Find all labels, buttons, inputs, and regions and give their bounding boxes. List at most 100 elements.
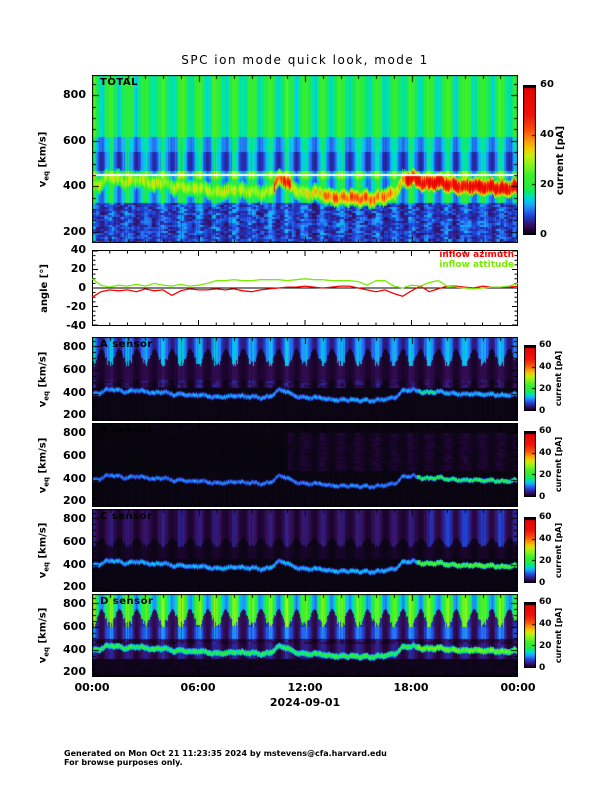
- b-colorbar-label: current [pA]: [554, 436, 564, 492]
- colorbar-tick-label: 20: [539, 556, 552, 566]
- x-tick-label: 18:00: [393, 681, 429, 694]
- y-tick-label: 20: [70, 262, 86, 275]
- y-tick-label: 400: [63, 179, 86, 192]
- colorbar-tick-label: 0: [539, 578, 546, 588]
- b-colorbar: [524, 431, 536, 497]
- angle-plot: [91, 250, 519, 326]
- colorbar-tick-label: 40: [539, 534, 552, 544]
- colorbar-tick-label: 20: [539, 470, 552, 480]
- y-tick-label: 400: [63, 558, 86, 571]
- d-colorbar: [524, 602, 536, 668]
- angle-frame: [92, 250, 518, 326]
- c-y-axis-label: veq [km/s]: [37, 522, 51, 579]
- colorbar-tick-label: 20: [539, 384, 552, 394]
- footer-line-2: For browse purposes only.: [64, 758, 183, 767]
- y-tick-label: -20: [66, 300, 86, 313]
- a-y-axis-label: veq [km/s]: [37, 351, 51, 407]
- footer: Generated on Mon Oct 21 11:23:35 2024 by…: [64, 749, 387, 767]
- x-tick-label: 00:00: [74, 681, 110, 694]
- y-tick-label: 600: [63, 134, 86, 147]
- colorbar-tick-label: 0: [540, 229, 547, 240]
- footer-line-1: Generated on Mon Oct 21 11:23:35 2024 by…: [64, 749, 387, 758]
- legend-inflow-azimuth: inflow azimuth: [439, 250, 514, 260]
- a-sensor-spectrogram: [92, 337, 518, 421]
- y-tick-label: 400: [63, 472, 86, 485]
- a-colorbar-label: current [pA]: [554, 350, 564, 406]
- b-sensor-label: B sensor: [100, 425, 153, 436]
- y-tick-label: 800: [63, 512, 86, 525]
- c-sensor-label: C sensor: [100, 511, 153, 522]
- total-colorbar-label: current [pA]: [555, 125, 567, 195]
- colorbar-tick-label: 0: [539, 663, 546, 673]
- y-tick-label: 800: [63, 88, 86, 101]
- colorbar-tick-label: 60: [539, 426, 552, 436]
- y-tick-label: -40: [66, 319, 86, 332]
- x-tick-label: 12:00: [287, 681, 323, 694]
- colorbar-tick-label: 60: [539, 340, 552, 350]
- colorbar-tick-label: 0: [539, 492, 546, 502]
- x-tick-label: 00:00: [500, 681, 536, 694]
- b-y-axis-label: veq [km/s]: [37, 437, 51, 493]
- y-tick-label: 0: [78, 281, 86, 294]
- colorbar-tick-label: 60: [539, 512, 552, 522]
- y-tick-label: 200: [63, 580, 86, 593]
- b-sensor-spectrogram: [92, 423, 518, 507]
- total-panel: TOTAL: [92, 75, 518, 243]
- total-y-axis-label: veq [km/s]: [36, 75, 52, 243]
- a-colorbar: [524, 345, 536, 411]
- v-label: v: [37, 180, 49, 187]
- colorbar-tick-label: 40: [540, 129, 554, 140]
- a-sensor-label: A sensor: [100, 339, 153, 350]
- y-tick-label: 600: [63, 449, 86, 462]
- colorbar-tick-label: 20: [539, 641, 552, 651]
- d-colorbar-label: current [pA]: [554, 607, 564, 663]
- y-tick-label: 400: [63, 386, 86, 399]
- b-sensor-panel: B sensor: [92, 423, 518, 507]
- d-y-axis-label: veq [km/s]: [37, 607, 51, 664]
- y-tick-label: 600: [63, 535, 86, 548]
- c-sensor-panel: C sensor: [92, 509, 518, 592]
- y-tick-label: 200: [63, 494, 86, 507]
- d-sensor-label: D sensor: [100, 596, 154, 607]
- v-label-units: [km/s]: [37, 131, 49, 171]
- y-tick-label: 200: [63, 665, 86, 678]
- a-colorbar-ticks: 0 20 40 60: [539, 340, 565, 416]
- date-label: 2024-09-01: [269, 696, 341, 709]
- colorbar-tick-label: 40: [539, 448, 552, 458]
- inflow-attitude-line: [91, 278, 519, 290]
- y-tick-label: 40: [70, 243, 86, 256]
- c-colorbar-label: current [pA]: [554, 522, 564, 578]
- colorbar-tick-label: 60: [540, 79, 554, 90]
- colorbar-tick-label: 0: [539, 406, 546, 416]
- colorbar-tick-label: 40: [539, 362, 552, 372]
- colorbar-tick-label: 60: [539, 597, 552, 607]
- total-spectrogram: [92, 75, 518, 243]
- y-tick-label: 400: [63, 643, 86, 656]
- page-title: SPC ion mode quick look, mode 1: [181, 53, 429, 67]
- c-colorbar: [524, 517, 536, 583]
- y-tick-label: 600: [63, 620, 86, 633]
- b-colorbar-ticks: 0 20 40 60: [539, 426, 565, 502]
- total-panel-label: TOTAL: [100, 77, 138, 88]
- y-tick-label: 800: [63, 340, 86, 353]
- c-colorbar-ticks: 0 20 40 60: [539, 512, 565, 588]
- x-tick-label: 06:00: [180, 681, 216, 694]
- colorbar-tick-label: 20: [540, 179, 554, 190]
- v-label-sub: eq: [42, 170, 51, 181]
- angle-y-axis-label: angle [°]: [38, 263, 50, 313]
- angle-panel: inflow azimuth inflow attitude: [91, 250, 519, 326]
- colorbar-tick-label: 40: [539, 619, 552, 629]
- total-colorbar-ticks: 0 20 40 60: [540, 79, 566, 240]
- y-tick-label: 800: [63, 597, 86, 610]
- a-sensor-panel: A sensor: [92, 337, 518, 421]
- y-tick-label: 800: [63, 426, 86, 439]
- d-sensor-spectrogram: [92, 594, 518, 677]
- y-tick-label: 600: [63, 363, 86, 376]
- total-colorbar: [523, 85, 536, 235]
- y-tick-label: 200: [63, 408, 86, 421]
- legend-inflow-attitude: inflow attitude: [439, 260, 514, 270]
- y-tick-label: 200: [63, 225, 86, 238]
- c-sensor-spectrogram: [92, 509, 518, 592]
- d-colorbar-ticks: 0 20 40 60: [539, 597, 565, 673]
